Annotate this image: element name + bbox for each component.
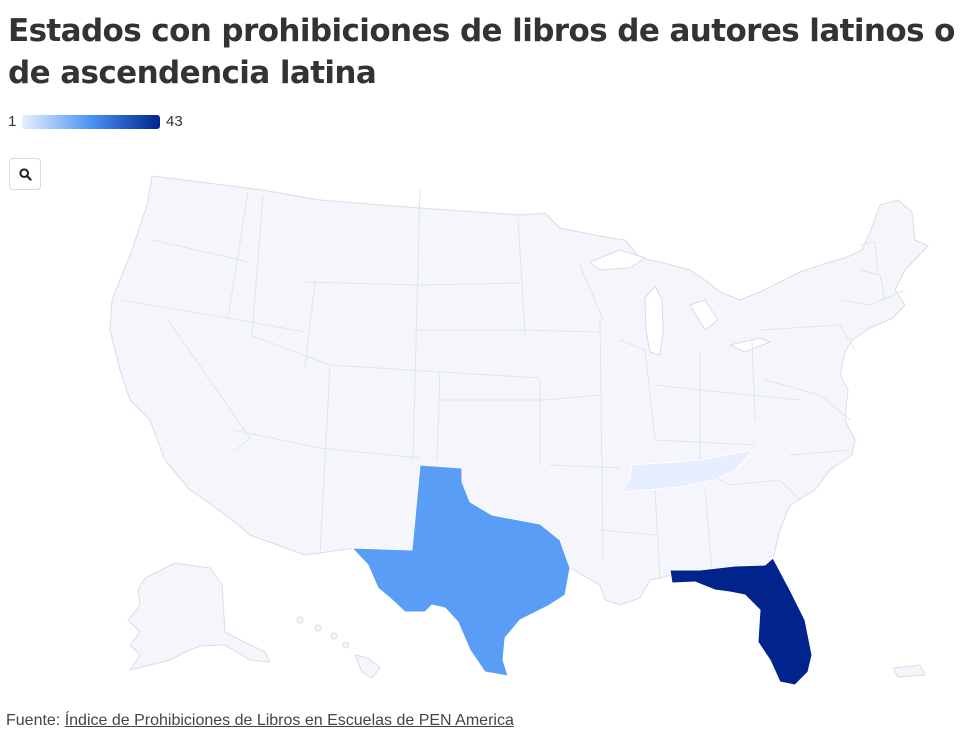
source-prefix: Fuente: (6, 712, 65, 729)
great-lake-4 (729, 337, 771, 353)
great-lake-3 (689, 299, 719, 331)
state-hawaii (354, 654, 381, 679)
state-tennessee (622, 449, 753, 493)
chart-title: Estados con prohibiciones de libros de a… (8, 13, 955, 91)
state-alaska (127, 562, 271, 671)
zoom-button[interactable] (9, 158, 41, 190)
color-legend: 1 43 (8, 112, 208, 134)
great-lake-1 (644, 285, 664, 356)
state-florida (669, 557, 813, 686)
us-map (109, 175, 929, 686)
hawaii-island (296, 616, 304, 624)
legend-max-label: 43 (166, 113, 183, 130)
source-link[interactable]: Índice de Prohibiciones de Libros en Esc… (64, 712, 514, 729)
hawaii-island (314, 624, 322, 632)
state-texas (351, 464, 571, 677)
search-icon (19, 168, 32, 181)
legend-gradient-bar (22, 115, 160, 129)
source-note: Fuente: Índice de Prohibiciones de Libro… (6, 712, 514, 730)
legend-min-label: 1 (8, 113, 17, 130)
great-lake-2 (589, 249, 646, 271)
territory-puerto-rico (892, 664, 926, 678)
hawaii-island (342, 641, 350, 649)
state-borders (119, 187, 906, 581)
hawaii-island (330, 632, 338, 640)
